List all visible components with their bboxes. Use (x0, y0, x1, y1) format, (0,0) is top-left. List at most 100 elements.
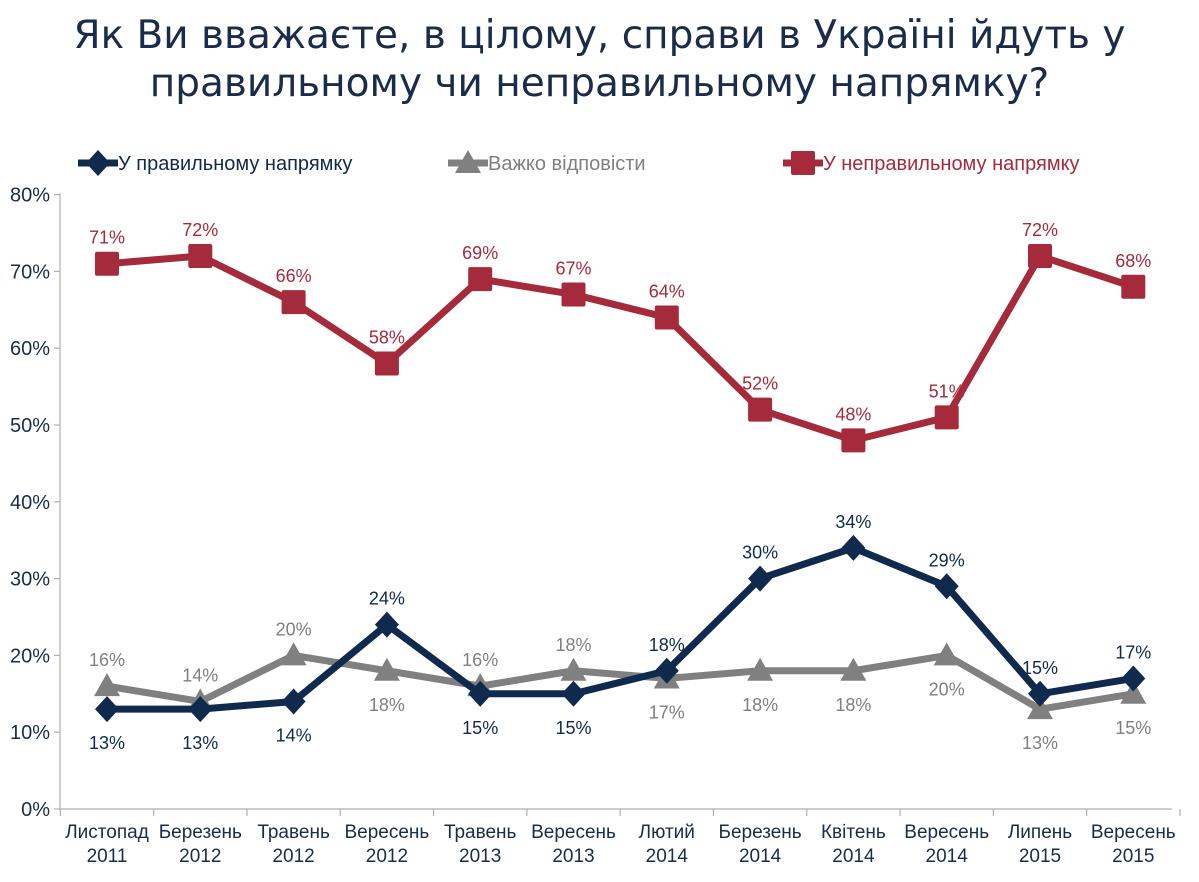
x-tick-label-year: 2012 (272, 846, 314, 867)
data-label-hard-to-say: 18% (555, 635, 591, 655)
legend-item-right-direction: У правильному напрямку (78, 150, 352, 176)
data-label-right-direction: 13% (182, 733, 218, 753)
data-point-wrong-direction (374, 351, 399, 376)
x-tick-label-year: 2012 (179, 846, 221, 867)
data-point-right-direction (561, 680, 586, 707)
data-point-wrong-direction (95, 251, 119, 276)
legend-swatch-marker (791, 151, 815, 175)
data-label-hard-to-say: 18% (835, 695, 871, 715)
series-line-right-direction (107, 544, 1134, 713)
y-tick-label: 60% (10, 338, 50, 360)
x-tick-label-year: 2011 (87, 846, 128, 867)
x-tick-label-month: Вересень (531, 822, 616, 843)
data-point-hard-to-say (373, 657, 400, 681)
chart-title-line-1: Як Ви вважаєте, в цілому, справи в Украї… (73, 13, 1126, 58)
series-right-direction (95, 534, 1146, 723)
data-point-hard-to-say (560, 657, 587, 681)
data-label-right-direction: 15% (462, 718, 498, 738)
x-tick-label-month: Вересень (344, 822, 429, 843)
legend-item-wrong-direction: У неправильному напрямку (783, 151, 1080, 175)
x-tick-label-year: 2013 (459, 846, 501, 867)
series-wrong-direction (95, 244, 1146, 453)
data-label-hard-to-say: 17% (649, 702, 685, 722)
data-point-right-direction (1028, 680, 1052, 707)
x-axis: Листопад 2011 Березень 2012 Травень 2012 Верес… (59, 808, 1181, 867)
y-tick-label: 30% (10, 569, 50, 591)
data-point-hard-to-say (840, 657, 867, 681)
data-label-right-direction: 15% (555, 718, 591, 738)
y-axis: 0% 10% 20% 30% 40% 50% 60% 70% 80% (10, 185, 61, 821)
series-layer (94, 244, 1147, 723)
legend-label: У правильному напрямку (118, 153, 352, 175)
data-label-wrong-direction: 58% (369, 328, 405, 348)
data-labels-wrong-direction: 71% 72% 66% 58% 69% 67% 64% 52% 48% 51% 72% 68% (89, 220, 1151, 424)
data-point-wrong-direction (654, 305, 679, 330)
legend-swatch-marker (455, 150, 481, 173)
data-point-right-direction (748, 565, 773, 592)
x-tick-label-year: 2014 (739, 846, 782, 867)
data-labels-hard-to-say: 16% 14% 20% 18% 16% 18% 17% 18% 18% 20% 13% 15% (89, 619, 1151, 753)
x-tick-label-month: Березень (718, 822, 801, 843)
data-label-hard-to-say: 16% (462, 650, 498, 670)
data-point-right-direction (95, 696, 119, 723)
series-line-wrong-direction (106, 252, 1135, 444)
data-label-hard-to-say: 20% (276, 619, 312, 639)
x-tick-label-month: Липень (1008, 822, 1072, 843)
data-point-wrong-direction (468, 267, 493, 292)
y-tick-label: 80% (10, 185, 50, 207)
x-tick-label-year: 2012 (366, 846, 408, 867)
chart-title: Як Ви вважаєте, в цілому, справи в Украї… (0, 12, 1199, 108)
data-point-right-direction (841, 534, 866, 561)
data-labels: 13% 13% 14%24%15% 15%18%30%34%29%15%17%16%1… (89, 220, 1151, 753)
x-tick-label-year: 2015 (1019, 846, 1061, 867)
data-label-right-direction: 24% (369, 589, 405, 609)
data-point-hard-to-say (933, 642, 960, 666)
y-tick-label: 0% (21, 799, 50, 821)
data-label-wrong-direction: 52% (742, 374, 778, 394)
data-label-right-direction: 34% (835, 512, 871, 532)
x-tick-label-month: Квітень (821, 822, 886, 843)
y-tick-label: 50% (10, 415, 50, 437)
x-tick-label-month: Березень (159, 822, 242, 843)
chart-title-line-2: правильному чи неправильному напрямку? (149, 61, 1050, 106)
x-tick-label-month: Травень (444, 822, 517, 843)
data-label-hard-to-say: 15% (1115, 718, 1151, 738)
data-label-right-direction: 14% (276, 725, 312, 745)
data-label-right-direction: 15% (1022, 658, 1058, 678)
x-tick-label-year: 2014 (926, 846, 969, 867)
data-point-right-direction (934, 573, 959, 600)
data-label-wrong-direction: 68% (1115, 251, 1151, 271)
data-label-wrong-direction: 67% (555, 258, 591, 278)
x-tick-label-year: 2015 (1112, 846, 1154, 867)
data-point-wrong-direction (1121, 274, 1146, 299)
x-tick-label-month: Листопад (65, 822, 149, 843)
data-label-right-direction: 18% (649, 635, 685, 655)
y-tick-label: 10% (10, 722, 50, 744)
data-label-wrong-direction: 64% (649, 281, 685, 301)
data-point-wrong-direction (1028, 244, 1052, 269)
data-label-wrong-direction: 72% (1022, 220, 1058, 240)
data-point-hard-to-say (1027, 696, 1053, 720)
legend: У правильному напрямку Важко відповісти У … (78, 150, 1080, 176)
data-point-hard-to-say (1120, 680, 1147, 704)
legend-label: У неправильному напрямку (823, 153, 1080, 175)
data-label-wrong-direction: 72% (182, 220, 218, 240)
data-label-right-direction: 29% (929, 550, 965, 570)
data-point-right-direction (1121, 665, 1146, 692)
data-label-wrong-direction: 48% (835, 404, 871, 424)
data-point-hard-to-say (747, 657, 774, 681)
data-label-hard-to-say: 16% (89, 650, 125, 670)
x-tick-label-month: Вересень (904, 822, 989, 843)
legend-item-hard-to-say: Важко відповісти (448, 150, 646, 175)
data-label-hard-to-say: 20% (929, 679, 965, 699)
legend-label: Важко відповісти (488, 153, 646, 175)
data-point-right-direction (188, 696, 213, 723)
data-label-right-direction: 30% (742, 543, 778, 563)
data-point-wrong-direction (748, 397, 773, 422)
data-point-right-direction (281, 688, 306, 715)
data-label-hard-to-say: 18% (742, 695, 778, 715)
y-tick-label: 40% (10, 492, 50, 514)
x-tick-label-month: Лютий (639, 822, 695, 843)
data-point-right-direction (468, 680, 493, 707)
y-tick-label: 70% (10, 261, 50, 283)
